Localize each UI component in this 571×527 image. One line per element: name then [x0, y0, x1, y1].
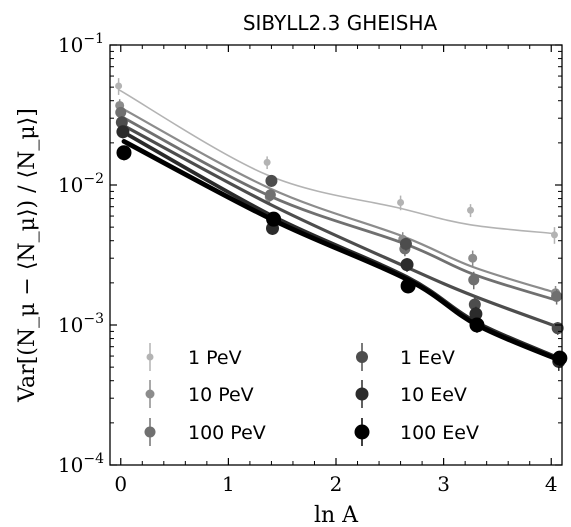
data-point: [468, 274, 480, 286]
series-fit-line: [119, 114, 558, 302]
y-tick-label: 10−1: [58, 31, 104, 57]
data-point: [115, 82, 123, 90]
data-point: [468, 253, 478, 263]
x-tick-label: 1: [222, 472, 235, 496]
y-tick-label: 10−4: [58, 451, 104, 477]
legend-label: 100 EeV: [400, 422, 479, 444]
y-tick-label: 10−2: [58, 171, 104, 197]
plot-frame: [109, 44, 563, 466]
series-fit-line: [117, 88, 556, 235]
x-tick-label: 4: [545, 472, 558, 496]
x-axis: 0 1 2 3 4: [114, 45, 558, 496]
legend-marker: [355, 387, 369, 401]
data-point: [552, 350, 568, 366]
legend-label: 1 EeV: [400, 347, 455, 369]
x-tick-label: 0: [114, 472, 127, 496]
data-point: [116, 125, 130, 139]
legend: 1 PeV 10 PeV 100 PeV 1 EeV 10 EeV 100 EeV: [144, 343, 479, 446]
series-fit-line: [120, 123, 560, 329]
data-point: [116, 145, 132, 161]
data-point: [115, 116, 128, 129]
series-fit-line: [121, 129, 561, 360]
data-point: [469, 317, 485, 333]
data-point: [263, 158, 271, 166]
data-point: [265, 174, 278, 187]
plot-area: [115, 78, 568, 371]
x-tick-label: 3: [437, 472, 450, 496]
series-fit-line: [121, 139, 563, 363]
x-tick-label: 2: [330, 472, 343, 496]
data-point: [397, 198, 405, 206]
legend-marker: [354, 424, 370, 440]
y-tick-label: 10−3: [58, 311, 104, 337]
legend-marker: [144, 426, 156, 438]
data-point: [266, 211, 282, 227]
data-point: [400, 258, 414, 272]
data-point: [550, 231, 558, 239]
legend-label: 100 PeV: [188, 422, 266, 444]
legend-marker: [146, 353, 154, 361]
y-axis: 10−4 10−3 10−2 10−1: [58, 31, 562, 477]
data-point: [399, 237, 412, 250]
legend-marker: [356, 351, 368, 363]
data-point: [400, 278, 416, 294]
legend-label: 10 EeV: [400, 384, 467, 406]
data-point: [467, 206, 475, 214]
chart-title: SIBYLL2.3 GHEISHA: [243, 11, 438, 35]
data-point: [469, 307, 483, 321]
legend-label: 1 PeV: [188, 347, 242, 369]
legend-label: 10 PeV: [188, 384, 254, 406]
x-axis-label: ln A: [314, 503, 359, 527]
data-point: [468, 298, 481, 311]
y-axis-label: Var[(N_μ − ⟨N_μ⟩) / ⟨N_μ⟩]: [15, 108, 40, 403]
series-fit-line: [118, 106, 557, 294]
data-point: [264, 189, 276, 201]
data-point: [551, 290, 563, 302]
legend-marker: [145, 389, 155, 399]
data-point: [115, 106, 127, 118]
